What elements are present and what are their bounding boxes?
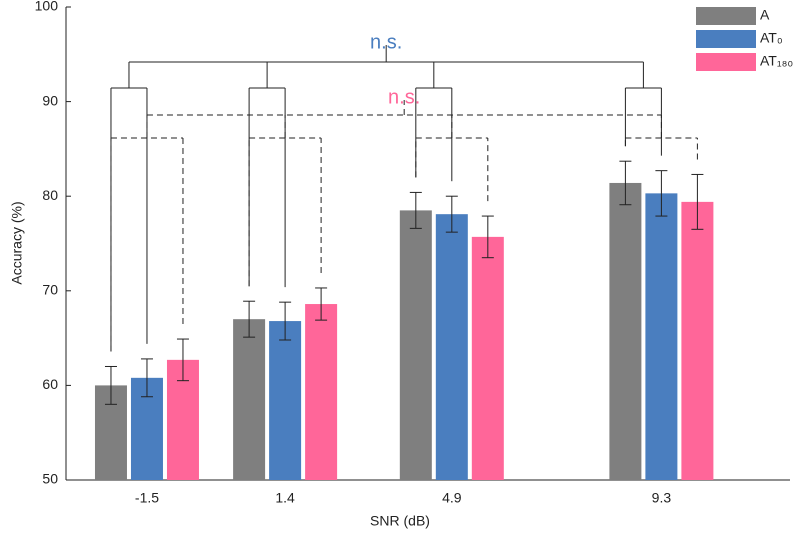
bar [435, 214, 468, 480]
legend-swatch [696, 7, 756, 25]
y-tick-label: 80 [42, 187, 58, 203]
x-tick-label: 4.9 [442, 490, 462, 506]
x-tick-label: 1.4 [275, 490, 295, 506]
legend-swatch [696, 53, 756, 71]
x-tick-label: -1.5 [135, 490, 159, 506]
y-tick-label: 90 [42, 92, 58, 108]
bar [305, 304, 338, 480]
annotation: n.s. [370, 31, 402, 53]
y-tick-label: 50 [42, 471, 58, 487]
bar [233, 319, 266, 480]
bar [609, 182, 642, 480]
y-axis-label: Accuracy (%) [9, 201, 25, 284]
y-tick-label: 100 [35, 0, 59, 14]
legend-label: AT₁₈₀ [760, 53, 793, 69]
bar [681, 201, 714, 480]
bar [269, 321, 302, 480]
bar [399, 210, 432, 480]
x-tick-label: 9.3 [652, 490, 672, 506]
legend-label: A [760, 7, 770, 23]
y-tick-label: 60 [42, 376, 58, 392]
x-axis-label: SNR (dB) [370, 513, 430, 529]
y-tick-label: 70 [42, 282, 58, 298]
bar [645, 193, 678, 480]
annotation: n.s. [388, 86, 420, 108]
legend-swatch [696, 30, 756, 48]
bar [471, 236, 504, 480]
legend-label: AT₀ [760, 30, 783, 46]
